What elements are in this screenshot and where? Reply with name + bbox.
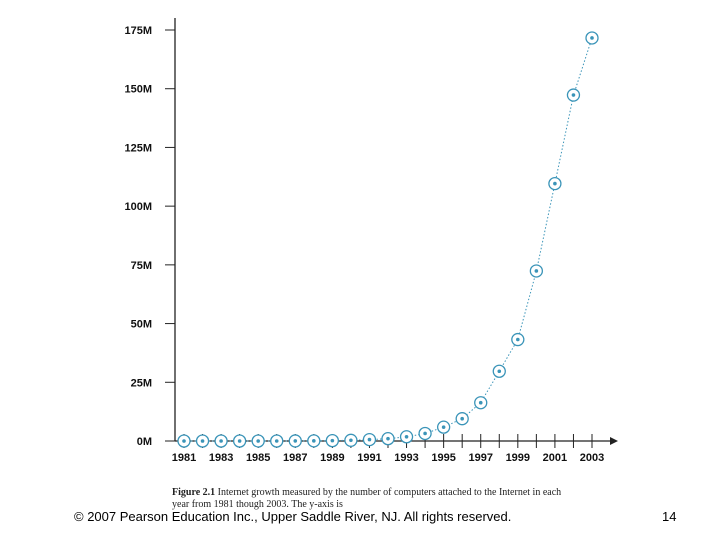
x-tick-label: 1987: [283, 452, 307, 464]
data-point-dot: [441, 425, 446, 429]
y-tick-label: 100M: [124, 201, 152, 213]
x-tick-label: 1991: [357, 452, 381, 464]
page-number: 14: [662, 509, 677, 524]
x-tick-label: 1985: [246, 452, 270, 464]
data-point-dot: [182, 439, 186, 443]
figure-caption: Figure 2.1 Internet growth measured by t…: [172, 487, 572, 511]
y-tick-label: 25M: [131, 377, 152, 389]
x-tick-label: 1983: [209, 452, 233, 464]
data-point-dot: [590, 36, 594, 40]
data-point-dot: [460, 416, 464, 421]
y-tick-label: 75M: [131, 260, 152, 272]
x-tick-label: 2003: [580, 452, 604, 464]
figure-caption-text: Internet growth measured by the number o…: [172, 487, 562, 510]
data-point-dot: [367, 437, 372, 442]
data-point-dot: [237, 439, 242, 443]
data-point-dot: [534, 269, 539, 273]
data-markers: [177, 31, 599, 448]
y-ticks: 0M 25M 50M 75M 100M 125M 150M 175M: [124, 25, 175, 448]
y-tick-label: 175M: [124, 25, 152, 37]
data-point-dot: [553, 181, 557, 186]
figure-caption-label: Figure 2.1: [172, 487, 216, 498]
copyright-notice: © 2007 Pearson Education Inc., Upper Sad…: [74, 509, 512, 524]
data-point-dot: [423, 431, 427, 436]
data-point-dot: [478, 400, 483, 405]
y-tick-label: 0M: [137, 436, 152, 448]
x-tick-label: 2001: [543, 452, 567, 464]
data-point-dot: [516, 337, 520, 342]
data-point-dot: [200, 439, 205, 443]
y-tick-label: 50M: [131, 319, 152, 331]
series-line: [184, 37, 593, 442]
x-tick-label: 1995: [431, 452, 455, 464]
data-point-dot: [256, 439, 260, 443]
data-point-dot: [219, 439, 223, 443]
data-point-dot: [293, 439, 298, 443]
data-point-dot: [349, 438, 353, 443]
data-point-dot: [274, 439, 279, 443]
x-tick-label: 1997: [468, 452, 492, 464]
data-point-dot: [497, 369, 502, 374]
x-tick-label: 1989: [320, 452, 344, 464]
data-point-dot: [330, 438, 335, 443]
y-tick-label: 150M: [124, 84, 152, 96]
data-point-dot: [386, 436, 390, 441]
data-point-dot: [312, 439, 316, 443]
data-point-dot: [571, 93, 576, 97]
x-tick-label: 1999: [506, 452, 530, 464]
data-point-dot: [404, 434, 409, 439]
x-axis-arrow-icon: [610, 437, 618, 445]
x-tick-label: 1993: [394, 452, 418, 464]
x-tick-label: 1981: [172, 452, 196, 464]
y-tick-label: 125M: [124, 142, 152, 154]
